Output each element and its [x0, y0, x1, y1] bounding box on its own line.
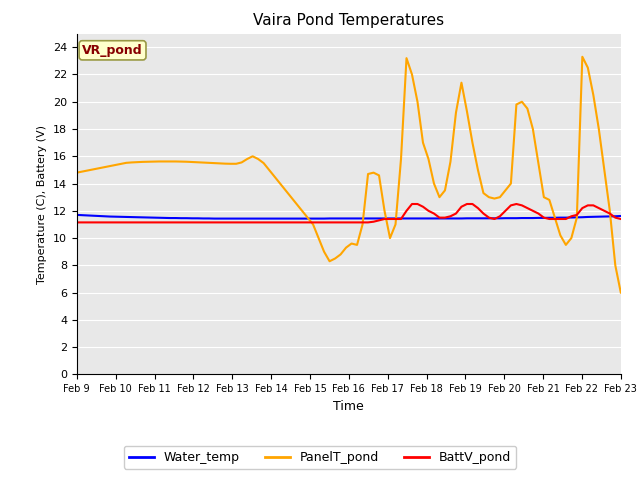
PanelT_pond — [397, 156, 405, 162]
Legend: Water_temp, PanelT_pond, BattV_pond: Water_temp, PanelT_pond, BattV_pond — [124, 446, 516, 469]
BattV_pond — [397, 216, 405, 222]
Water_temp — [199, 216, 207, 221]
PanelT_pond — [73, 170, 81, 176]
Water_temp — [358, 216, 366, 221]
BattV_pond — [353, 219, 361, 225]
BattV_pond — [579, 205, 586, 211]
PanelT_pond — [199, 160, 207, 166]
Line: BattV_pond: BattV_pond — [77, 204, 621, 222]
PanelT_pond — [177, 159, 185, 165]
BattV_pond — [595, 205, 603, 211]
BattV_pond — [177, 219, 185, 225]
Water_temp — [595, 214, 603, 219]
PanelT_pond — [579, 54, 586, 60]
X-axis label: Time: Time — [333, 400, 364, 413]
PanelT_pond — [595, 126, 603, 132]
BattV_pond — [617, 216, 625, 222]
PanelT_pond — [573, 215, 580, 220]
PanelT_pond — [617, 290, 625, 296]
Water_temp — [403, 216, 410, 221]
Water_temp — [579, 215, 586, 220]
BattV_pond — [199, 219, 207, 225]
BattV_pond — [408, 201, 416, 207]
Water_temp — [617, 213, 625, 219]
Line: PanelT_pond: PanelT_pond — [77, 57, 621, 293]
Water_temp — [73, 212, 81, 218]
BattV_pond — [73, 219, 81, 225]
Water_temp — [177, 216, 185, 221]
PanelT_pond — [353, 242, 361, 248]
Y-axis label: Temperature (C), Battery (V): Temperature (C), Battery (V) — [37, 124, 47, 284]
Text: VR_pond: VR_pond — [82, 44, 143, 57]
Water_temp — [211, 216, 218, 221]
Line: Water_temp: Water_temp — [77, 215, 621, 218]
Title: Vaira Pond Temperatures: Vaira Pond Temperatures — [253, 13, 444, 28]
